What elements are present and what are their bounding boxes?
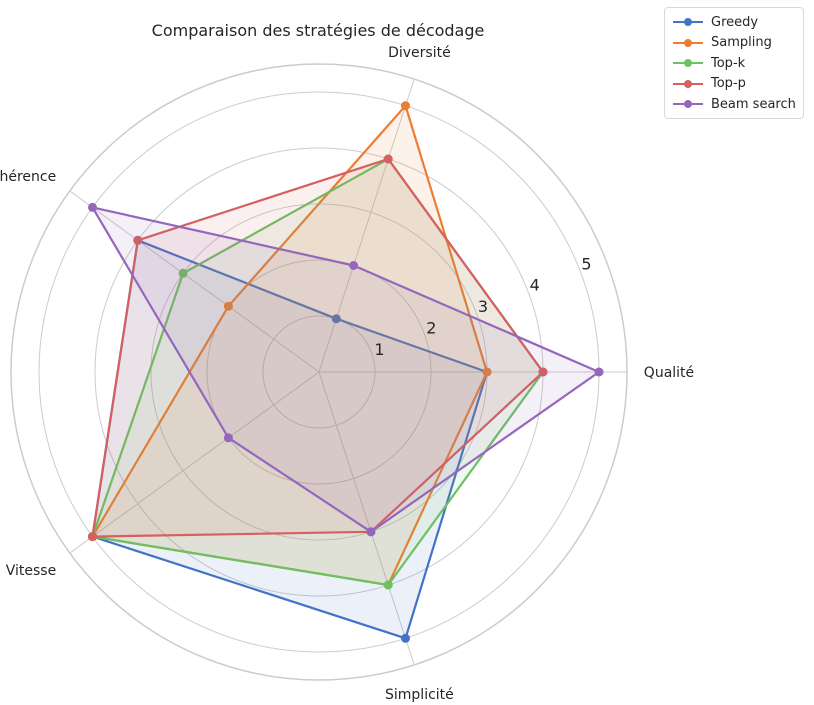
axis-label: Diversité — [388, 45, 451, 61]
series-line — [91, 104, 489, 587]
spoke-line — [69, 190, 320, 373]
data-point — [223, 301, 233, 311]
legend-swatch — [673, 78, 703, 90]
legend: Greedy Sampling Top-k Top-p Beam search — [664, 7, 804, 119]
data-point — [366, 527, 376, 537]
data-point — [88, 202, 97, 212]
legend-label: Greedy — [711, 14, 759, 30]
data-point — [331, 314, 341, 324]
axis-label: Cohérence — [0, 169, 56, 185]
radial-tick-label: 1 — [374, 340, 384, 359]
data-point — [401, 101, 410, 111]
chart-title: Comparaison des stratégies de décodage — [152, 21, 485, 40]
legend-item: Beam search — [673, 94, 796, 114]
legend-item: Greedy — [673, 12, 758, 32]
data-point — [401, 633, 410, 643]
radar-series — [88, 101, 604, 643]
data-point — [383, 154, 393, 164]
data-point — [594, 367, 604, 377]
legend-label: Top-k — [711, 55, 746, 71]
series-area — [92, 159, 543, 585]
legend-item: Top-k — [673, 53, 745, 73]
legend-item: Top-p — [673, 74, 746, 94]
axis-label: Qualité — [644, 365, 694, 381]
legend-swatch — [673, 16, 703, 28]
legend-label: Beam search — [711, 96, 796, 112]
series-area — [92, 105, 487, 585]
legend-label: Sampling — [711, 35, 772, 51]
legend-swatch — [673, 98, 703, 110]
legend-label: Top-p — [711, 76, 746, 92]
axis-label: Vitesse — [6, 563, 56, 579]
series-line — [91, 206, 601, 533]
radial-tick-label: 3 — [478, 297, 488, 316]
legend-swatch — [673, 37, 703, 49]
axis-label: Simplicité — [385, 687, 454, 703]
series-top-p — [88, 154, 548, 542]
series-area — [92, 207, 599, 532]
series-area — [92, 159, 543, 537]
data-point — [538, 367, 548, 377]
data-point — [349, 261, 359, 270]
data-point — [178, 268, 188, 278]
series-line — [91, 157, 545, 538]
radial-tick-label: 2 — [426, 319, 436, 338]
data-point — [133, 235, 143, 245]
spoke-line — [69, 371, 320, 554]
legend-item: Sampling — [673, 33, 772, 53]
radial-tick-label: 4 — [530, 276, 540, 295]
radial-tick-label: 5 — [581, 254, 591, 273]
series-area — [92, 240, 487, 639]
spoke-line — [318, 78, 415, 373]
data-point — [482, 367, 492, 377]
legend-swatch — [673, 57, 703, 69]
series-beam-search — [88, 202, 604, 537]
series-sampling — [88, 101, 492, 590]
radar-labels: 1 2 3 4 5 Qualité Diversité Cohérence Vitesse Sim… — [0, 45, 694, 703]
data-point — [223, 433, 233, 443]
data-point — [383, 580, 393, 590]
data-point — [88, 532, 97, 542]
spoke-line — [318, 371, 415, 666]
